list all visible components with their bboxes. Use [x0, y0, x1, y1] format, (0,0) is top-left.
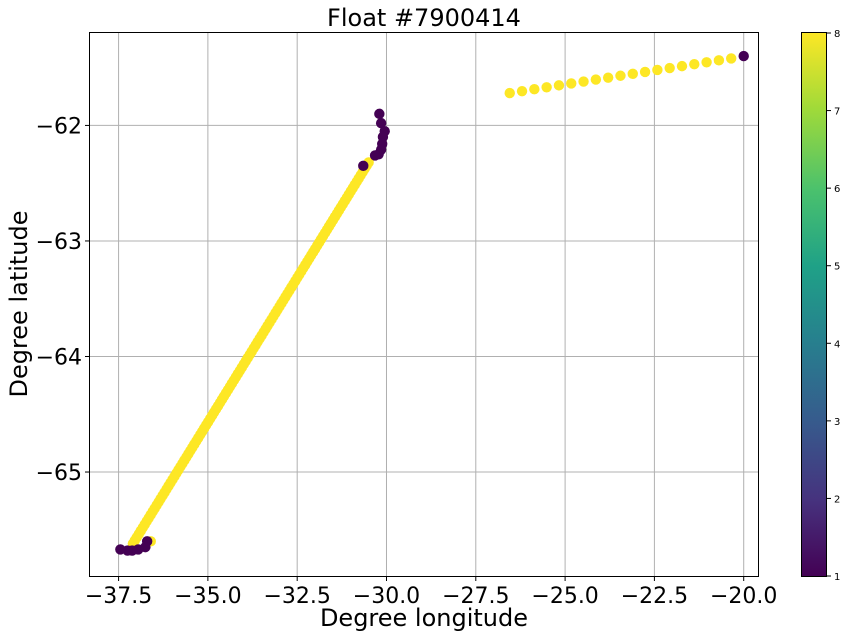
colorbar-tick-label: 8: [834, 29, 840, 40]
data-point: [553, 80, 565, 91]
x-tick-label: −35.0: [174, 584, 241, 609]
y-axis-label: Degree latitude: [5, 210, 33, 397]
data-point: [375, 117, 387, 129]
data-point: [713, 55, 725, 66]
x-tick-label: −37.5: [85, 584, 152, 609]
y-tick-label: −64: [36, 345, 82, 370]
x-tick-label: −27.5: [442, 584, 509, 609]
colorbar-tick-label: 1: [834, 572, 840, 583]
data-point: [516, 85, 528, 97]
y-axis-ticks: −62 −63 −64 −65: [36, 114, 90, 486]
data-point: [627, 68, 638, 80]
colorbar-tick-label: 6: [834, 184, 840, 195]
grid: [90, 33, 758, 576]
x-tick-label: −32.5: [263, 584, 330, 609]
data-point: [115, 544, 126, 555]
data-point: [676, 60, 688, 72]
colorbar-tick-label: 4: [834, 339, 840, 350]
plot-frame: [89, 32, 759, 577]
data-point: [504, 87, 515, 99]
y-tick-label: −65: [36, 461, 82, 486]
data-point: [578, 76, 589, 87]
data-point: [566, 78, 577, 89]
data-point: [541, 82, 552, 93]
data-point: [374, 108, 385, 120]
chart-title: Float #7900414: [327, 4, 521, 32]
x-axis-ticks: −37.5 −35.0 −32.5 −30.0 −27.5 −25.0 −22.5 −20.0: [85, 576, 777, 609]
data-point: [652, 64, 663, 76]
data-points: [115, 50, 749, 556]
colorbar-tick-label: 3: [834, 417, 840, 428]
data-point: [639, 66, 651, 78]
data-point: [590, 74, 602, 85]
colorbar-tick-label: 2: [834, 494, 840, 505]
data-point: [738, 50, 749, 62]
data-point: [689, 58, 700, 70]
data-point: [615, 70, 626, 81]
y-tick-label: −63: [36, 230, 82, 255]
data-point: [369, 150, 381, 161]
data-point: [664, 62, 675, 74]
x-tick-label: −20.0: [710, 584, 777, 609]
x-tick-label: −22.5: [621, 584, 688, 609]
x-tick-label: −30.0: [353, 584, 420, 609]
colorbar-tick-label: 7: [834, 107, 840, 118]
data-point: [529, 84, 540, 95]
data-point: [726, 53, 737, 64]
data-point: [358, 160, 369, 172]
colorbar: [801, 32, 827, 577]
colorbar-tick-label: 5: [834, 262, 840, 273]
x-axis-label: Degree longitude: [320, 604, 528, 632]
y-tick-label: −62: [36, 114, 82, 139]
data-point: [602, 72, 614, 83]
data-point: [701, 57, 712, 68]
colorbar-ticks: 1 2 3 4 5 6 7 8: [827, 29, 840, 583]
x-tick-label: −25.0: [531, 584, 598, 609]
